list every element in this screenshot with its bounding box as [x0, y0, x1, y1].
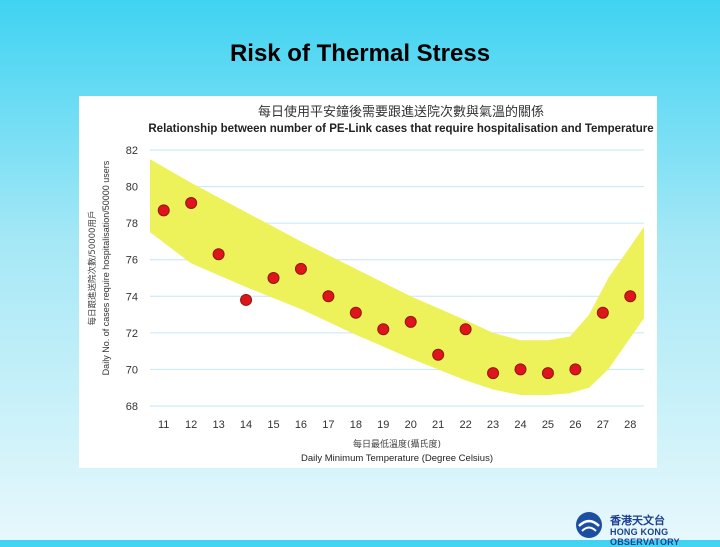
x-tick-label: 15: [267, 419, 279, 431]
y-axis-label-zh: 每日跟進送院次數/50000用戶: [87, 211, 98, 326]
data-point: [514, 363, 527, 376]
y-tick-label: 70: [126, 364, 138, 376]
x-tick-label: 11: [158, 419, 169, 431]
chart-title-zh: 每日使用平安鐘後需要跟進送院次數與氣溫的關係: [258, 104, 544, 120]
data-point: [240, 293, 253, 306]
confidence-band: [150, 159, 644, 395]
y-tick-label: 80: [126, 182, 138, 194]
x-tick-label: 28: [624, 419, 636, 431]
x-tick-label: 25: [542, 419, 554, 431]
logo-name-zh: 香港天文台: [610, 514, 665, 527]
x-tick-label: 14: [240, 419, 252, 431]
slide-title: Risk of Thermal Stress: [229, 40, 491, 67]
data-point: [596, 306, 609, 319]
y-tick-label: 68: [126, 401, 138, 413]
data-point: [459, 323, 472, 336]
y-tick-label: 72: [126, 328, 138, 340]
data-point: [432, 348, 445, 361]
chart-panel: 每日使用平安鐘後需要跟進送院次數與氣溫的關係 Relationship betw…: [79, 96, 657, 468]
x-tick-label: 13: [212, 419, 224, 431]
data-point: [212, 248, 225, 261]
data-point: [624, 290, 637, 303]
x-tick-label: 23: [487, 419, 499, 431]
data-point: [294, 262, 307, 275]
x-tick-label: 22: [459, 419, 471, 431]
x-tick-label: 20: [405, 419, 417, 431]
data-point: [157, 204, 170, 217]
y-tick-label: 82: [126, 145, 138, 157]
x-tick-label: 27: [597, 419, 609, 431]
x-tick-label: 18: [350, 419, 362, 431]
x-tick-label: 19: [377, 419, 389, 431]
data-point: [487, 367, 500, 380]
data-point: [185, 197, 198, 210]
chart-title: Relationship between number of PE-Link c…: [148, 123, 653, 135]
data-point: [267, 272, 280, 284]
hko-logo: 香港天文台 HONG KONG OBSERVATORY: [574, 510, 720, 547]
y-tick-label: 76: [126, 255, 138, 267]
x-tick-label: 21: [432, 419, 444, 431]
x-tick-label: 26: [569, 419, 581, 431]
data-point: [541, 367, 554, 380]
x-axis-label-zh: 每日最低溫度(攝氏度): [353, 438, 441, 450]
data-point: [349, 306, 362, 319]
data-point: [322, 290, 335, 303]
x-tick-label: 12: [185, 419, 197, 431]
x-tick-label: 17: [322, 419, 334, 431]
x-axis-label: Daily Minimum Temperature (Degree Celsiu…: [301, 453, 493, 464]
x-tick-label: 16: [295, 419, 307, 431]
data-point: [377, 323, 390, 336]
data-point: [404, 315, 417, 328]
chart-svg: 每日使用平安鐘後需要跟進送院次數與氣溫的關係 Relationship betw…: [87, 104, 654, 464]
x-tick-label: 24: [514, 419, 526, 431]
y-tick-label: 78: [126, 218, 138, 230]
data-point: [569, 363, 582, 376]
y-axis-label: Daily No. of cases require hospitalisati…: [101, 160, 111, 375]
logo-name-en: HONG KONG OBSERVATORY: [610, 527, 680, 547]
hko-emblem-icon: [576, 512, 602, 538]
y-tick-label: 74: [126, 291, 138, 303]
